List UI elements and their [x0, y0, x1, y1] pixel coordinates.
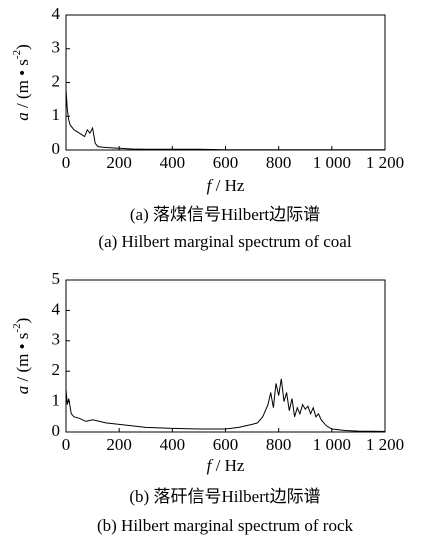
x-axis-label: f / Hz: [207, 456, 245, 475]
x-label-var: f: [207, 176, 214, 195]
x-tick-label: 1 200: [366, 435, 404, 454]
x-label-var: f: [207, 456, 214, 475]
x-tick-label: 400: [160, 435, 186, 454]
x-tick-label: 1 000: [313, 153, 351, 172]
y-label-sup: -2: [11, 323, 23, 332]
x-tick-label: 1 000: [313, 435, 351, 454]
y-label-unit: / (m • s: [13, 59, 32, 112]
y-axis-label: a / (m • s-2): [11, 318, 32, 395]
caption-en: (b) Hilbert marginal spectrum of rock: [97, 516, 354, 535]
y-tick-label: 4: [52, 299, 61, 318]
y-label-end: ): [13, 44, 32, 50]
x-tick-label: 200: [106, 153, 132, 172]
x-label-unit: / Hz: [211, 176, 245, 195]
x-label-unit: / Hz: [211, 456, 245, 475]
x-tick-label: 0: [62, 153, 71, 172]
y-label-var: a: [13, 386, 32, 395]
x-tick-label: 200: [106, 435, 132, 454]
y-tick-label: 2: [52, 360, 61, 379]
y-tick-label: 0: [52, 139, 61, 158]
x-tick-label: 1 200: [366, 153, 404, 172]
x-tick-label: 0: [62, 435, 71, 454]
plot-frame: [65, 14, 386, 151]
y-tick-label: 4: [52, 4, 61, 23]
y-axis-label: a / (m • s-2): [11, 44, 32, 121]
y-tick-label: 0: [52, 421, 61, 440]
x-tick-label: 800: [266, 435, 292, 454]
caption-en: (a) Hilbert marginal spectrum of coal: [98, 232, 351, 251]
y-label-var: a: [13, 112, 32, 121]
y-label-sup: -2: [11, 50, 23, 59]
y-tick-label: 1: [52, 105, 61, 124]
caption-cn: (b) 落矸信号Hilbert边际谱: [129, 487, 320, 506]
plot-frame: [65, 279, 386, 433]
x-tick-label: 600: [213, 435, 239, 454]
y-tick-label: 3: [52, 330, 61, 349]
spectrum-line: [65, 378, 386, 432]
y-tick-label: 1: [52, 391, 61, 410]
x-tick-label: 400: [160, 153, 186, 172]
x-tick-label: 600: [213, 153, 239, 172]
x-tick-label: 800: [266, 153, 292, 172]
x-axis-label: f / Hz: [207, 176, 245, 195]
y-tick-label: 2: [52, 71, 61, 90]
y-label-end: ): [13, 318, 32, 324]
caption-cn: (a) 落煤信号Hilbert边际谱: [130, 205, 320, 224]
y-tick-label: 5: [52, 269, 61, 288]
y-label-unit: / (m • s: [13, 333, 32, 386]
spectrum-line: [65, 89, 385, 151]
y-tick-label: 3: [52, 38, 61, 57]
